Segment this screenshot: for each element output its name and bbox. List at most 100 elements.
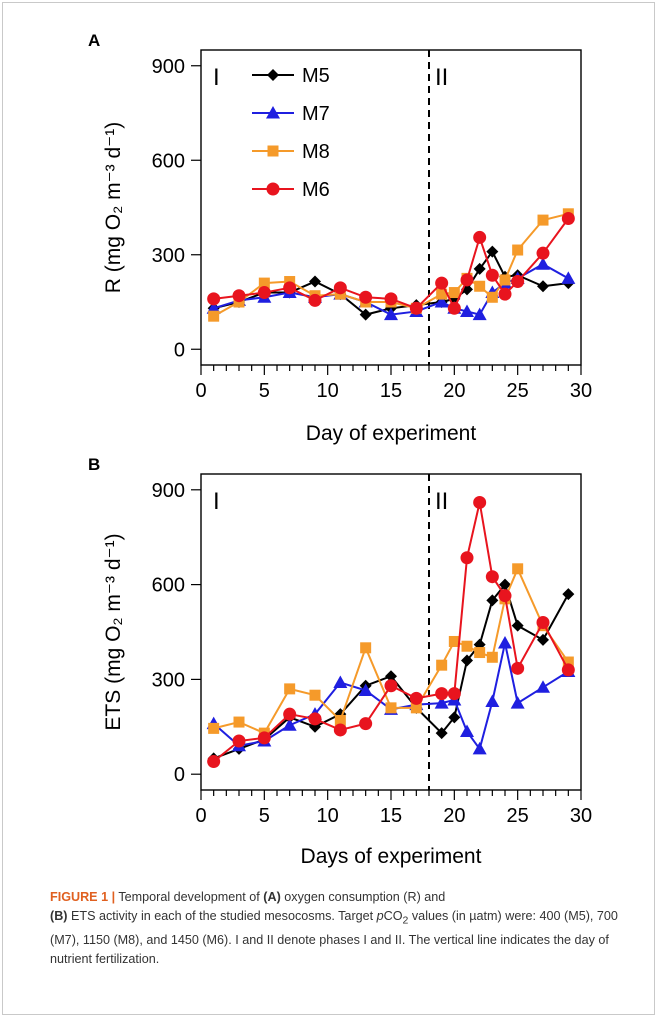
data-point <box>499 578 511 591</box>
data-point <box>486 291 498 303</box>
data-point <box>208 310 220 322</box>
data-point <box>434 295 449 308</box>
data-point <box>257 731 271 745</box>
x-tick-label: 0 <box>195 380 206 402</box>
data-point <box>258 277 270 289</box>
x-tick-label: 10 <box>317 380 339 402</box>
data-point <box>486 651 498 663</box>
data-point <box>267 145 279 157</box>
x-tick-label: 5 <box>259 805 270 827</box>
data-point <box>309 275 321 288</box>
data-point <box>284 683 296 695</box>
x-tick-label: 5 <box>259 380 270 402</box>
data-point <box>233 716 245 728</box>
data-point <box>283 707 297 721</box>
data-point <box>435 276 449 290</box>
data-point <box>472 307 487 321</box>
data-point <box>460 304 474 317</box>
x-tick-label: 10 <box>317 805 339 827</box>
data-point <box>385 702 397 714</box>
data-point <box>536 680 550 693</box>
caption-text-4: values (in µatm) were: 400 (M5), 700 (M7… <box>50 909 618 966</box>
data-point <box>309 689 321 701</box>
data-point <box>562 588 575 601</box>
legend-label: M7 <box>302 103 330 125</box>
data-point <box>512 563 524 575</box>
series-m6 <box>207 212 575 315</box>
data-point <box>257 286 271 300</box>
y-tick-label: 0 <box>174 339 185 361</box>
caption-text-2: oxygen consumption (R) and <box>280 890 446 904</box>
data-point <box>536 616 550 630</box>
x-tick-label: 30 <box>570 805 592 827</box>
series-m6 <box>207 495 575 769</box>
data-point <box>485 694 500 708</box>
x-tick-label: 15 <box>380 380 402 402</box>
x-tick-label: 20 <box>443 380 465 402</box>
x-axis-label: Day of experiment <box>306 422 477 445</box>
data-point <box>498 636 512 649</box>
data-point <box>283 281 297 295</box>
x-axis-label: Days of experiment <box>301 845 482 868</box>
data-point <box>308 712 322 726</box>
data-point <box>460 551 474 565</box>
caption-text-1: Temporal development of <box>115 890 264 904</box>
series-m8 <box>208 563 574 739</box>
data-point <box>486 594 499 607</box>
data-point <box>561 271 576 284</box>
y-tick-label: 900 <box>152 56 185 78</box>
data-point <box>207 292 221 306</box>
data-point <box>511 275 525 289</box>
data-point <box>308 293 322 307</box>
data-point <box>562 656 574 668</box>
data-point <box>448 287 460 299</box>
data-point <box>333 281 347 295</box>
caption-a-label: (A) <box>263 890 281 904</box>
data-point <box>474 280 486 292</box>
data-point <box>473 262 486 275</box>
data-point <box>359 290 373 304</box>
data-point <box>384 292 398 306</box>
y-axis-label: R (mg O₂ m⁻³ d⁻¹) <box>102 122 125 293</box>
data-point <box>474 647 486 659</box>
data-point <box>511 619 524 632</box>
x-tick-label: 15 <box>380 805 402 827</box>
data-point <box>207 755 221 769</box>
data-point <box>511 661 525 675</box>
data-point <box>232 289 246 303</box>
panel-label: A <box>88 31 100 50</box>
data-point <box>510 696 525 709</box>
data-point <box>232 734 246 748</box>
data-point <box>512 244 524 256</box>
y-tick-label: 300 <box>152 245 185 267</box>
y-tick-label: 0 <box>174 764 185 786</box>
data-point <box>384 307 398 321</box>
data-point <box>208 722 220 734</box>
phase-label-i: I <box>213 64 220 91</box>
data-point <box>561 212 575 226</box>
data-point <box>536 257 550 270</box>
legend: M5 M7 M8 M6 <box>252 65 330 201</box>
y-tick-label: 900 <box>152 480 185 502</box>
caption-pco2-sub: 2 <box>402 914 409 927</box>
data-point <box>498 589 512 603</box>
x-tick-label: 20 <box>443 805 465 827</box>
data-point <box>537 633 549 646</box>
x-tick-label: 30 <box>570 380 592 402</box>
data-point <box>266 182 280 196</box>
data-point <box>473 230 487 244</box>
data-point <box>536 246 550 260</box>
phase-label-ii: II <box>435 488 448 515</box>
data-point <box>435 687 449 701</box>
data-point <box>266 106 280 119</box>
phase-label-ii: II <box>435 64 448 91</box>
data-point <box>485 268 499 282</box>
y-tick-label: 300 <box>152 669 185 691</box>
data-point <box>485 570 499 584</box>
data-point <box>486 245 499 258</box>
y-tick-label: 600 <box>152 150 185 172</box>
caption-figure-label: FIGURE 1 | <box>50 890 116 904</box>
